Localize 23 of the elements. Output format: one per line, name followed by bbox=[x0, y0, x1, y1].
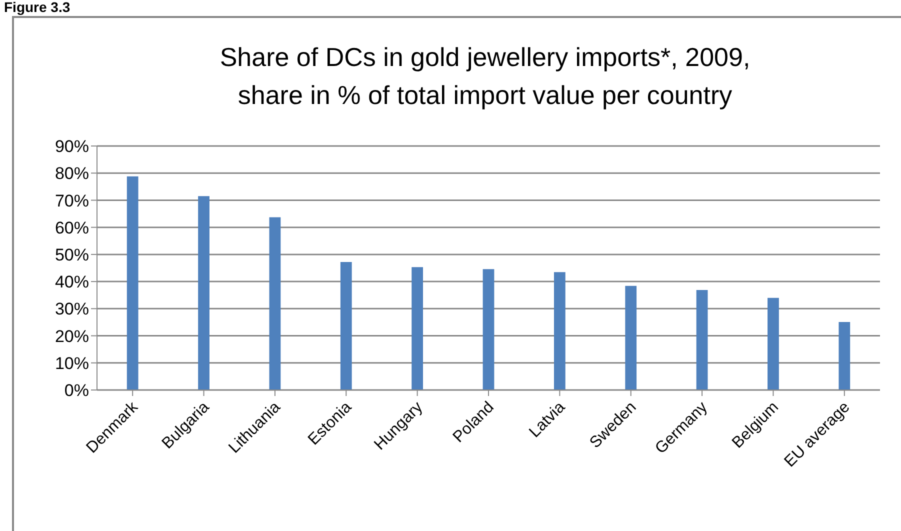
y-tick-label: 20% bbox=[54, 326, 89, 346]
bar bbox=[269, 217, 281, 390]
bar bbox=[838, 322, 850, 390]
y-tick-label: 30% bbox=[54, 300, 89, 319]
bar bbox=[340, 262, 352, 390]
chart-title: Share of DCs in gold jewellery imports*, 2009, share in % of total import value per country bbox=[218, 41, 752, 112]
y-tick-label: 0% bbox=[64, 381, 89, 400]
caption: Figure 3.3 bbox=[4, 0, 70, 15]
bar bbox=[198, 196, 210, 390]
y-tick-label: 50% bbox=[54, 245, 89, 264]
y-tick-label: 40% bbox=[54, 272, 89, 292]
bar bbox=[482, 269, 494, 390]
y-tick-label: 90% bbox=[54, 137, 89, 156]
bar bbox=[554, 272, 566, 390]
bar bbox=[768, 298, 779, 390]
y-tick-label: 60% bbox=[54, 218, 89, 238]
bar bbox=[625, 286, 637, 390]
bar bbox=[412, 267, 424, 390]
y-tick-label: 10% bbox=[54, 354, 89, 373]
bar bbox=[126, 176, 138, 390]
y-tick-label: 70% bbox=[54, 191, 89, 210]
bar bbox=[696, 290, 708, 390]
y-tick-label: 80% bbox=[54, 164, 89, 184]
